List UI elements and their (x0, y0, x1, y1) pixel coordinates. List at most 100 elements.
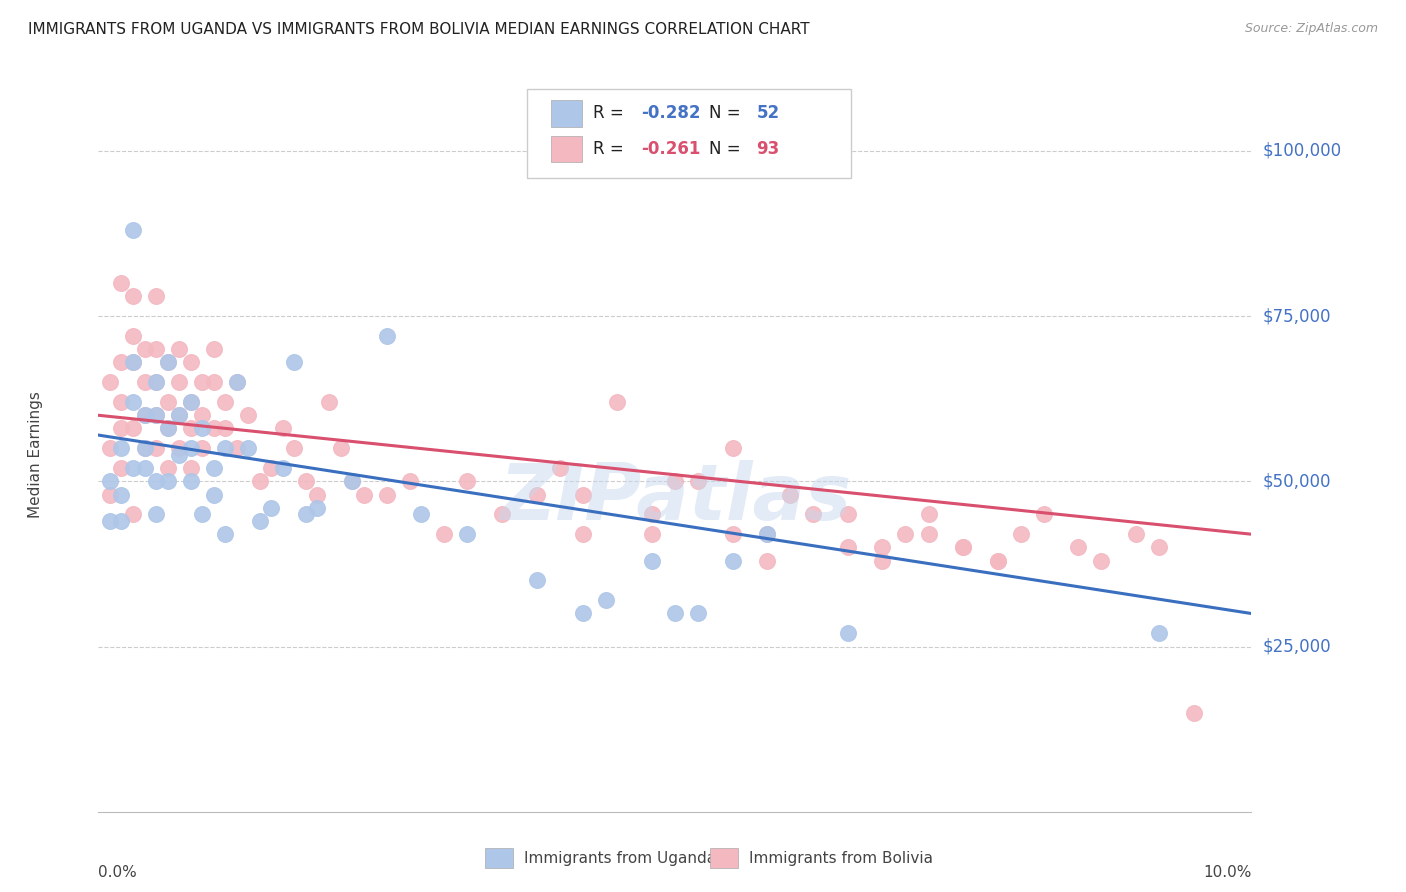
Point (122, 461, 145, 475)
Point (191, 409, 214, 423)
Point (526, 487, 548, 501)
Point (756, 554, 779, 568)
Point (641, 527, 664, 541)
Point (260, 500, 283, 515)
Point (238, 409, 260, 423)
Point (756, 527, 779, 541)
Point (1067, 541, 1090, 555)
Point (1182, 706, 1205, 720)
Text: ZIPatlas: ZIPatlas (499, 459, 851, 536)
Point (756, 527, 779, 541)
Text: 52: 52 (756, 104, 779, 122)
Text: 10.0%: 10.0% (1204, 864, 1251, 880)
Point (145, 409, 167, 423)
Text: Median Earnings: Median Earnings (28, 392, 42, 518)
Point (952, 541, 974, 555)
Point (134, 442, 156, 456)
Point (375, 329, 398, 343)
Point (156, 355, 179, 369)
Point (156, 395, 179, 409)
Text: Source: ZipAtlas.com: Source: ZipAtlas.com (1244, 22, 1378, 36)
Point (145, 409, 167, 423)
Text: $50,000: $50,000 (1263, 473, 1331, 491)
Point (110, 421, 132, 435)
Text: 0.0%: 0.0% (98, 864, 138, 880)
Point (837, 541, 859, 555)
Point (283, 442, 305, 456)
Point (641, 554, 664, 568)
Point (295, 508, 318, 522)
Point (952, 541, 974, 555)
Point (191, 421, 214, 435)
Point (202, 376, 225, 390)
Point (167, 409, 190, 423)
Text: N =: N = (709, 104, 745, 122)
Point (872, 554, 894, 568)
Point (238, 442, 260, 456)
Point (571, 487, 593, 501)
Point (249, 475, 271, 489)
Text: $75,000: $75,000 (1263, 307, 1331, 326)
Point (1032, 508, 1054, 522)
Point (167, 376, 190, 390)
Point (214, 395, 236, 409)
Point (122, 289, 145, 303)
Point (548, 461, 571, 475)
Point (1010, 527, 1032, 541)
Point (122, 355, 145, 369)
Point (98, 514, 121, 528)
Point (145, 376, 167, 390)
Point (353, 487, 375, 501)
Point (307, 487, 329, 501)
Point (134, 342, 156, 356)
Point (1147, 626, 1170, 640)
Text: IMMIGRANTS FROM UGANDA VS IMMIGRANTS FROM BOLIVIA MEDIAN EARNINGS CORRELATION CH: IMMIGRANTS FROM UGANDA VS IMMIGRANTS FRO… (28, 22, 810, 37)
Point (526, 574, 548, 588)
Point (307, 500, 329, 515)
Point (664, 475, 686, 489)
Point (283, 355, 305, 369)
Point (180, 395, 202, 409)
Point (167, 448, 190, 462)
Text: -0.261: -0.261 (641, 140, 700, 158)
Text: $100,000: $100,000 (1263, 142, 1341, 160)
Point (122, 421, 145, 435)
Point (1147, 541, 1170, 555)
Point (145, 508, 167, 522)
Point (156, 421, 179, 435)
Text: 93: 93 (756, 140, 780, 158)
Point (987, 554, 1010, 568)
Point (295, 475, 318, 489)
Point (180, 475, 202, 489)
Text: R =: R = (593, 140, 630, 158)
Point (595, 593, 617, 607)
Point (606, 395, 628, 409)
Point (191, 376, 214, 390)
Point (156, 355, 179, 369)
Point (571, 527, 593, 541)
Point (571, 607, 593, 621)
Point (202, 487, 225, 501)
Point (318, 395, 340, 409)
Point (180, 355, 202, 369)
Point (411, 508, 433, 522)
Point (721, 554, 744, 568)
Text: Immigrants from Uganda: Immigrants from Uganda (524, 851, 717, 865)
Point (225, 376, 247, 390)
Point (98, 442, 121, 456)
Point (98, 376, 121, 390)
Point (134, 376, 156, 390)
Point (686, 475, 709, 489)
Point (721, 527, 744, 541)
Point (1090, 554, 1112, 568)
Point (641, 508, 664, 522)
Point (134, 409, 156, 423)
Point (801, 508, 824, 522)
Point (134, 409, 156, 423)
Point (110, 276, 132, 290)
Point (145, 342, 167, 356)
Point (375, 487, 398, 501)
Point (122, 355, 145, 369)
Point (191, 508, 214, 522)
Point (214, 421, 236, 435)
